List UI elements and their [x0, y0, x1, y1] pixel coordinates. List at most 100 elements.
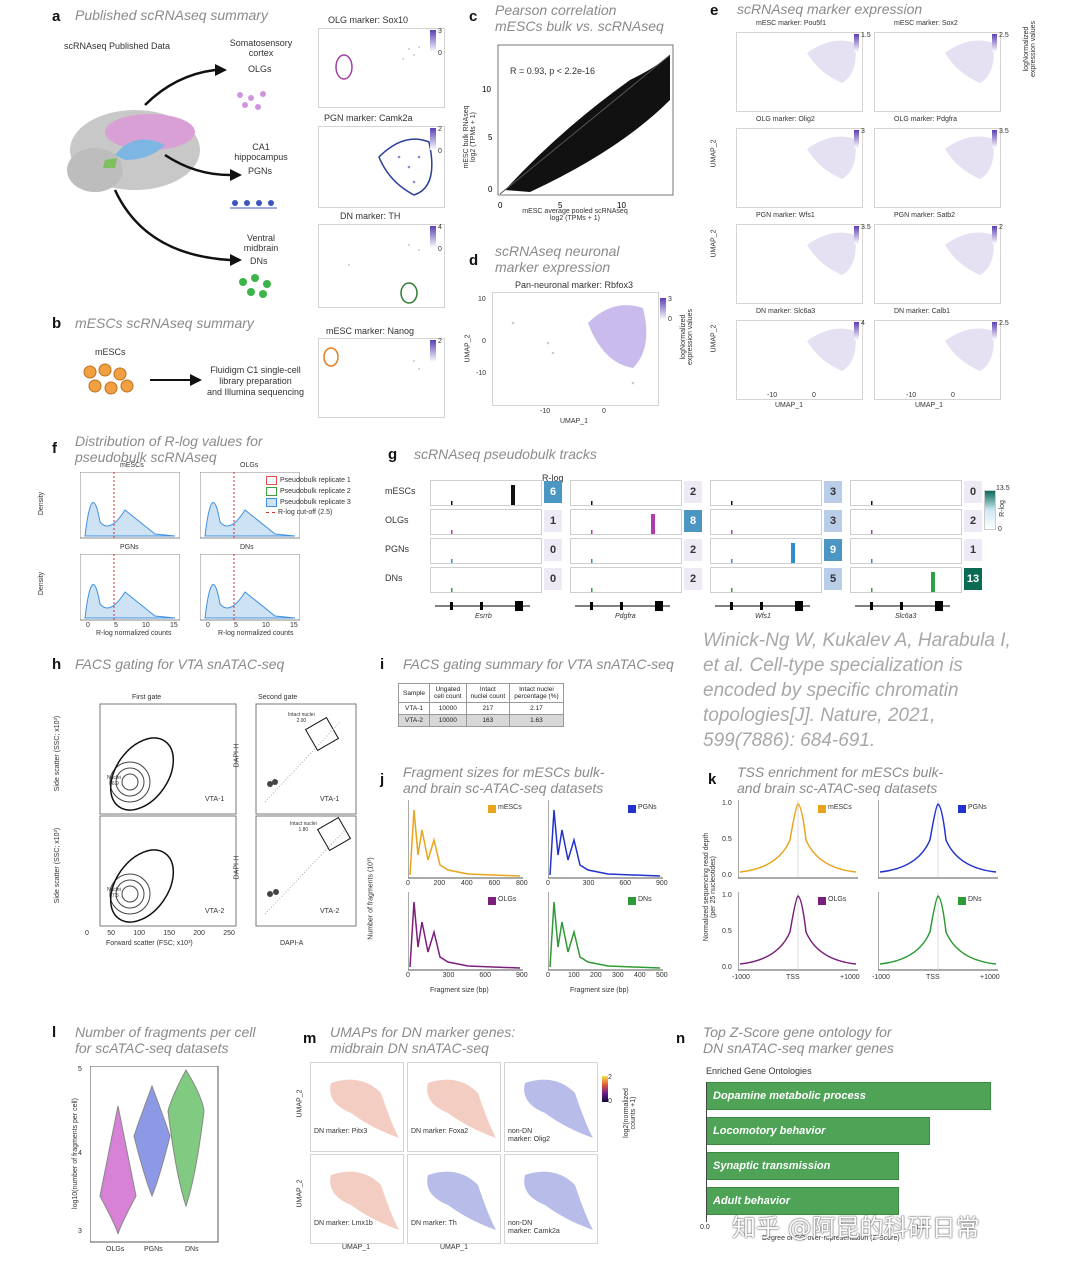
fragment-curve	[549, 809, 661, 877]
k-ytick: 1.0	[722, 892, 732, 899]
f-xlabel-2: R-log normalized counts	[218, 630, 294, 637]
g-track	[570, 538, 682, 564]
k-xtick: +1000	[980, 974, 1000, 981]
c-ytick-2: 10	[482, 85, 491, 94]
f-xtick: 15	[290, 622, 298, 629]
h-xtick-3: 150	[163, 930, 175, 937]
l-group-2: DNs	[185, 1246, 199, 1253]
e-scale-bar	[992, 34, 997, 52]
n-bar: Adult behavior	[706, 1187, 900, 1215]
g-gene-model	[575, 601, 670, 611]
h-ylabel-right-1: DAPI-H	[233, 743, 241, 768]
m-marker-label: DN marker: Pitx3	[314, 1128, 368, 1135]
i-header-1: Ungated cell count	[429, 683, 467, 703]
g-track	[430, 480, 542, 506]
panel-c-annotation: R = 0.93, p < 2.2e-16	[510, 66, 596, 76]
e-scale-max: 2.5	[999, 320, 1009, 327]
panel-k-title: TSS enrichment for mESCs bulk- and brain…	[737, 764, 944, 796]
g-rlog-value: 9	[824, 539, 842, 561]
fragment-curve	[549, 901, 661, 969]
m-marker-label: DN marker: Foxa2	[411, 1128, 469, 1135]
e-marker-label: PGN marker: Wfs1	[756, 212, 815, 219]
scatter-correlation: 0 5 10 0 5 10	[482, 44, 674, 210]
j-subplot-label: OLGs	[498, 896, 517, 903]
m-marker-label: non-DN marker: Olig2	[508, 1128, 551, 1143]
g-track	[710, 567, 822, 593]
j-xlabel-2: Fragment size (bp)	[570, 987, 629, 994]
h-xtick-0: 0	[85, 930, 89, 937]
tss-curve	[739, 803, 857, 873]
scale-label-e: logNormalized expression values	[1023, 20, 1037, 78]
m-umap	[504, 1154, 598, 1244]
f-xtick: 15	[170, 622, 178, 629]
k-xtick: -1000	[872, 974, 890, 981]
j-legend-swatch	[628, 805, 636, 813]
n-bar: Synaptic transmission	[706, 1152, 900, 1180]
m-scale-min: 0	[608, 1098, 612, 1105]
i-header-2: Intact nuclei count	[465, 683, 511, 703]
j-fragment-plot	[548, 892, 663, 971]
panel-a-data-label: scRNAseq Published Data	[64, 41, 171, 51]
scale-bar-b	[430, 340, 436, 362]
panel-f-title: Distribution of R-log values for pseudob…	[75, 433, 263, 465]
legend-cutoff: R-log cut-off (2.5)	[278, 509, 333, 516]
n-xtick-0: 0.0	[700, 1224, 710, 1231]
panel-g-title: scRNAseq pseudobulk tracks	[414, 446, 597, 462]
f-xtick: 5	[114, 622, 118, 629]
table-row: VTA-1 10000 217 2.17	[397, 702, 564, 715]
h-second-gate: Second gate	[258, 694, 298, 701]
g-gene-model	[435, 601, 530, 611]
g-track	[570, 567, 682, 593]
g-row-label: PGNs	[385, 544, 410, 554]
g-rlog-value: 0	[964, 481, 982, 503]
j-xtick: 100	[568, 972, 580, 979]
panel-a-label: a	[52, 8, 61, 25]
l-ytick-2: 3	[78, 1228, 82, 1235]
f-subplot-title: mESCs	[120, 462, 144, 469]
g-track	[710, 480, 822, 506]
g-scale-bar	[984, 490, 996, 530]
m-ylabel-2: UMAP_2	[296, 1179, 304, 1208]
panel-d-xlabel: UMAP_1	[560, 418, 589, 425]
d-xtick-0: -10	[540, 408, 551, 415]
h-sample-2a: VTA-2	[205, 908, 225, 915]
j-ylabel: Number of fragments (10³)	[367, 857, 375, 940]
k-tss-plot	[738, 892, 858, 971]
g-gene-label: Esrrb	[475, 613, 492, 620]
f-xtick: 0	[86, 622, 90, 629]
j-fragment-plot	[548, 800, 663, 879]
j-xtick: 0	[546, 880, 550, 887]
g-rlog-label: R-log	[542, 473, 564, 483]
g-rlog-value: 0	[544, 568, 562, 590]
h-gate-nuclei-1: Nuclei 86.9	[107, 775, 121, 787]
marker-camk2a-label: PGN marker: Camk2a	[324, 113, 413, 123]
l-ytick-1: 4	[78, 1150, 82, 1157]
j-fragment-plot	[408, 892, 523, 971]
j-legend-swatch	[488, 897, 496, 905]
panel-e-title: scRNAseq marker expression	[737, 1, 923, 17]
panel-i-label: i	[380, 656, 385, 673]
e-marker-label: OLG marker: Pdgfra	[894, 116, 958, 123]
panel-j-grid: mESCs 0 200 400 600 800 PGNs 0 300 600 900 OLGs 0 300…	[406, 800, 670, 990]
e-scale-max: 2	[999, 224, 1003, 231]
j-subplot-label: mESCs	[498, 804, 522, 811]
i-cell-1-0: VTA-2	[397, 714, 431, 727]
e-marker-label: OLG marker: Olig2	[756, 116, 815, 123]
l-group-0: OLGs	[106, 1246, 125, 1253]
e-umap	[874, 320, 1001, 400]
j-xtick: 800	[516, 880, 528, 887]
g-gene-label: Slc6a3	[895, 613, 917, 620]
g-track	[430, 509, 542, 535]
m-xlabel-1: UMAP_1	[342, 1244, 371, 1251]
n-subtitle: Enriched Gene Ontologies	[706, 1066, 812, 1076]
e-umap	[874, 128, 1001, 208]
e-scale-max: 3.5	[861, 224, 871, 231]
panel-d-marker: Pan-neuronal marker: Rbfox3	[515, 280, 634, 290]
j-xtick: 600	[488, 880, 501, 887]
panel-b-cell: mESCs	[95, 347, 126, 357]
scale-min-d: 0	[668, 316, 672, 323]
e-umap	[736, 224, 863, 304]
e-ylabel-4: UMAP_2	[710, 324, 718, 353]
e-umap	[736, 320, 863, 400]
e-umap	[874, 32, 1001, 112]
